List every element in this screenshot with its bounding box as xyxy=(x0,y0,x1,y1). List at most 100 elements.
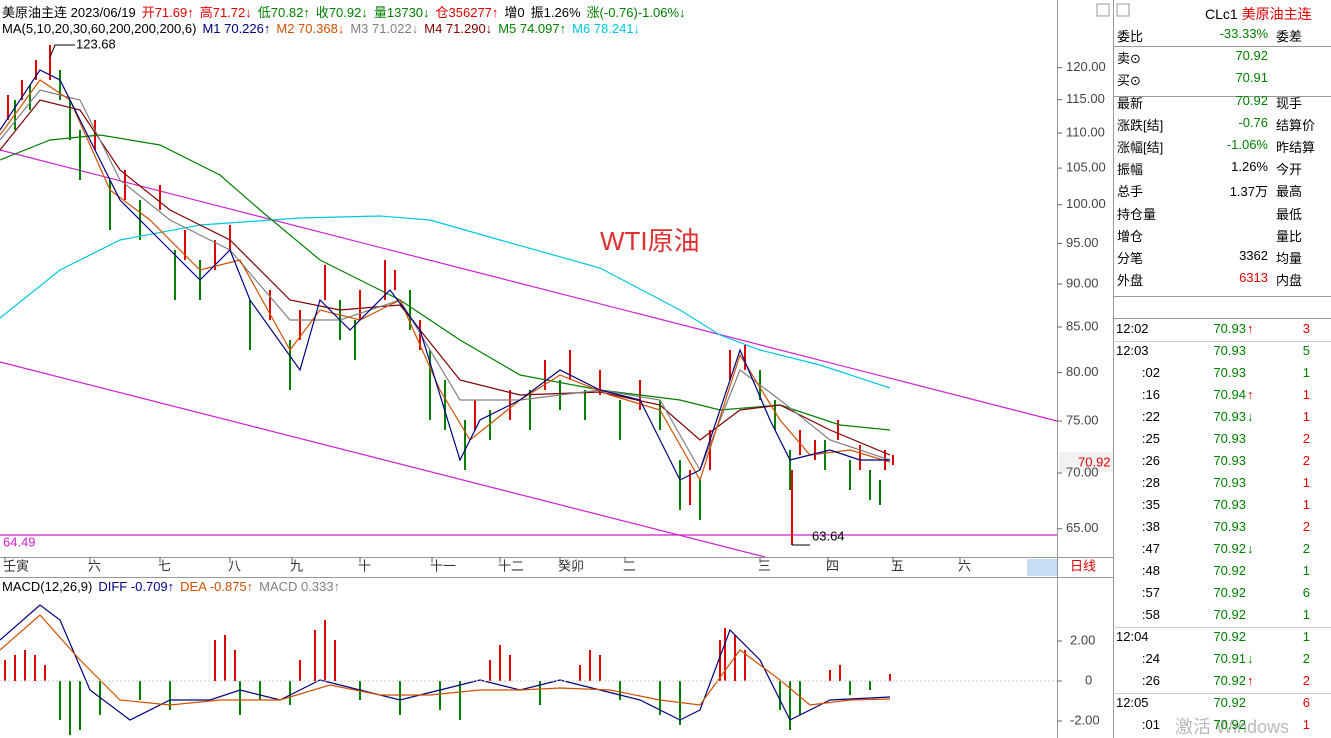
y-tick-label: 115.00 xyxy=(1066,91,1105,106)
x-tick-label: 七 xyxy=(158,558,171,573)
candles xyxy=(7,45,894,545)
trade-price: 70.92 xyxy=(1213,563,1246,578)
trade-time: :48 xyxy=(1141,563,1160,578)
y-tick-label: 90.00 xyxy=(1066,275,1099,290)
period-label[interactable]: 日线 xyxy=(1070,558,1096,573)
low-label: 63.64 xyxy=(812,528,845,543)
trade-volume: 3 xyxy=(1302,321,1310,336)
y-tick-label: 0 xyxy=(1085,672,1092,687)
trade-price: 70.93 xyxy=(1213,409,1246,424)
trade-volume: 2 xyxy=(1302,453,1310,468)
trade-arrow: ↑ xyxy=(1247,673,1254,688)
trade-volume: 1 xyxy=(1302,629,1310,644)
y-tick-label: 75.00 xyxy=(1066,413,1099,428)
quote-label: 总手 xyxy=(1117,184,1144,200)
trade-time: :22 xyxy=(1141,409,1160,424)
trade-time: 12:02 xyxy=(1116,321,1149,336)
segment: 高71.72↓ xyxy=(199,5,252,20)
segment: M2 70.368↓ xyxy=(276,21,345,36)
quote-label2: 均量 xyxy=(1276,251,1303,266)
trade-volume: 2 xyxy=(1302,431,1310,446)
segment: MACD(12,26,9) xyxy=(2,579,93,594)
trade-time: :25 xyxy=(1141,431,1160,446)
scroll-thumb[interactable] xyxy=(1027,559,1057,576)
quote-value: 70.92 xyxy=(1235,48,1268,64)
segment: 开71.69↑ xyxy=(141,5,194,20)
x-tick-label: 九 xyxy=(290,558,303,573)
x-tick-label: 十二 xyxy=(498,558,524,573)
x-tick-label: 壬寅 xyxy=(3,558,29,573)
quote-label: 涨幅[结] xyxy=(1117,140,1164,155)
quote-value: 1.37万 xyxy=(1229,184,1268,200)
trade-arrow: ↓ xyxy=(1247,651,1254,666)
x-tick-label: 五 xyxy=(891,558,904,573)
trade-volume: 1 xyxy=(1302,607,1310,622)
quote-label2: 最低 xyxy=(1276,206,1303,222)
quote-value: 70.91 xyxy=(1235,70,1268,86)
y-tick-label: 85.00 xyxy=(1066,318,1099,333)
quote-label2: 量比 xyxy=(1276,228,1303,244)
quote-label: 最新 xyxy=(1117,95,1144,111)
quote-label2: 内盘 xyxy=(1276,273,1303,289)
trade-time: :26 xyxy=(1141,673,1160,688)
ma-bar: MA(5,10,20,30,60,200,200,200,6) M1 70.226… xyxy=(2,21,646,36)
code: CLc1 xyxy=(1205,6,1238,22)
quote-label: 分笔 xyxy=(1117,251,1144,266)
quote-label2: 委差 xyxy=(1276,29,1303,44)
quote-value: -33.33% xyxy=(1219,26,1268,41)
trade-volume: 2 xyxy=(1302,673,1310,688)
segment: MA(5,10,20,30,60,200,200,200,6) xyxy=(2,21,197,36)
trade-price: 70.91 xyxy=(1213,651,1246,666)
last-price-box xyxy=(1059,452,1113,472)
macd-histogram xyxy=(4,620,891,735)
trade-volume: 1 xyxy=(1302,497,1310,512)
y-tick-label: 80.00 xyxy=(1066,364,1099,379)
quote-label: 外盘 xyxy=(1117,273,1144,289)
trade-volume: 1 xyxy=(1302,387,1310,402)
quote-value: -1.06% xyxy=(1226,137,1268,152)
segment: 收70.92↓ xyxy=(315,5,368,20)
quote-label2: 现手 xyxy=(1276,95,1303,111)
quote-value: 70.92 xyxy=(1235,92,1268,108)
trade-arrow: ↓ xyxy=(1247,541,1254,556)
x-tick-label: 六 xyxy=(958,558,971,573)
x-tick-label: 二 xyxy=(623,558,636,573)
trade-volume: 2 xyxy=(1302,541,1310,556)
macd-title: MACD(12,26,9) DIFF -0.709↑ DEA -0.875↑ MACD… xyxy=(2,579,346,594)
quote-label: 持仓量 xyxy=(1117,206,1157,222)
trade-time: 12:03 xyxy=(1116,343,1149,358)
y-tick-label: 95.00 xyxy=(1066,235,1099,250)
trade-price: 70.93 xyxy=(1213,453,1246,468)
quote-label2: 昨结算 xyxy=(1276,140,1316,155)
trade-price: 70.92 xyxy=(1213,695,1246,710)
trade-time: :57 xyxy=(1141,585,1160,600)
trade-price: 70.92 xyxy=(1213,629,1246,644)
y-tick-label: 100.00 xyxy=(1066,196,1106,211)
x-tick-label: 三 xyxy=(758,558,771,573)
trade-volume: 1 xyxy=(1302,563,1310,578)
marker-lines xyxy=(49,44,810,546)
trade-time: 12:05 xyxy=(1116,695,1149,710)
segment: MACD 0.333↑ xyxy=(259,579,341,594)
segment: M1 70.226↑ xyxy=(202,21,271,36)
segment: DIFF -0.709↑ xyxy=(98,579,175,594)
segment: 量13730↓ xyxy=(373,5,430,20)
trade-arrow: ↓ xyxy=(1247,409,1254,424)
trend-lines xyxy=(0,149,1058,558)
y-tick-label: 110.00 xyxy=(1066,125,1105,140)
x-tick-label: 四 xyxy=(826,558,839,573)
quote-value: 3362 xyxy=(1239,248,1268,263)
x-tick-label: 十一 xyxy=(430,558,456,573)
trade-time: :58 xyxy=(1141,607,1160,622)
trade-price: 70.94 xyxy=(1213,387,1246,402)
watermark: 激活 Windows xyxy=(1175,717,1289,737)
x-tick-label: 十 xyxy=(358,558,371,573)
quote-label2: 最高 xyxy=(1276,184,1303,200)
segment: M4 71.290↓ xyxy=(424,21,493,36)
trade-price: 70.92 xyxy=(1213,585,1246,600)
trade-time: :28 xyxy=(1141,475,1160,490)
trade-volume: 2 xyxy=(1302,519,1310,534)
x-tick-label: 六 xyxy=(88,558,101,573)
